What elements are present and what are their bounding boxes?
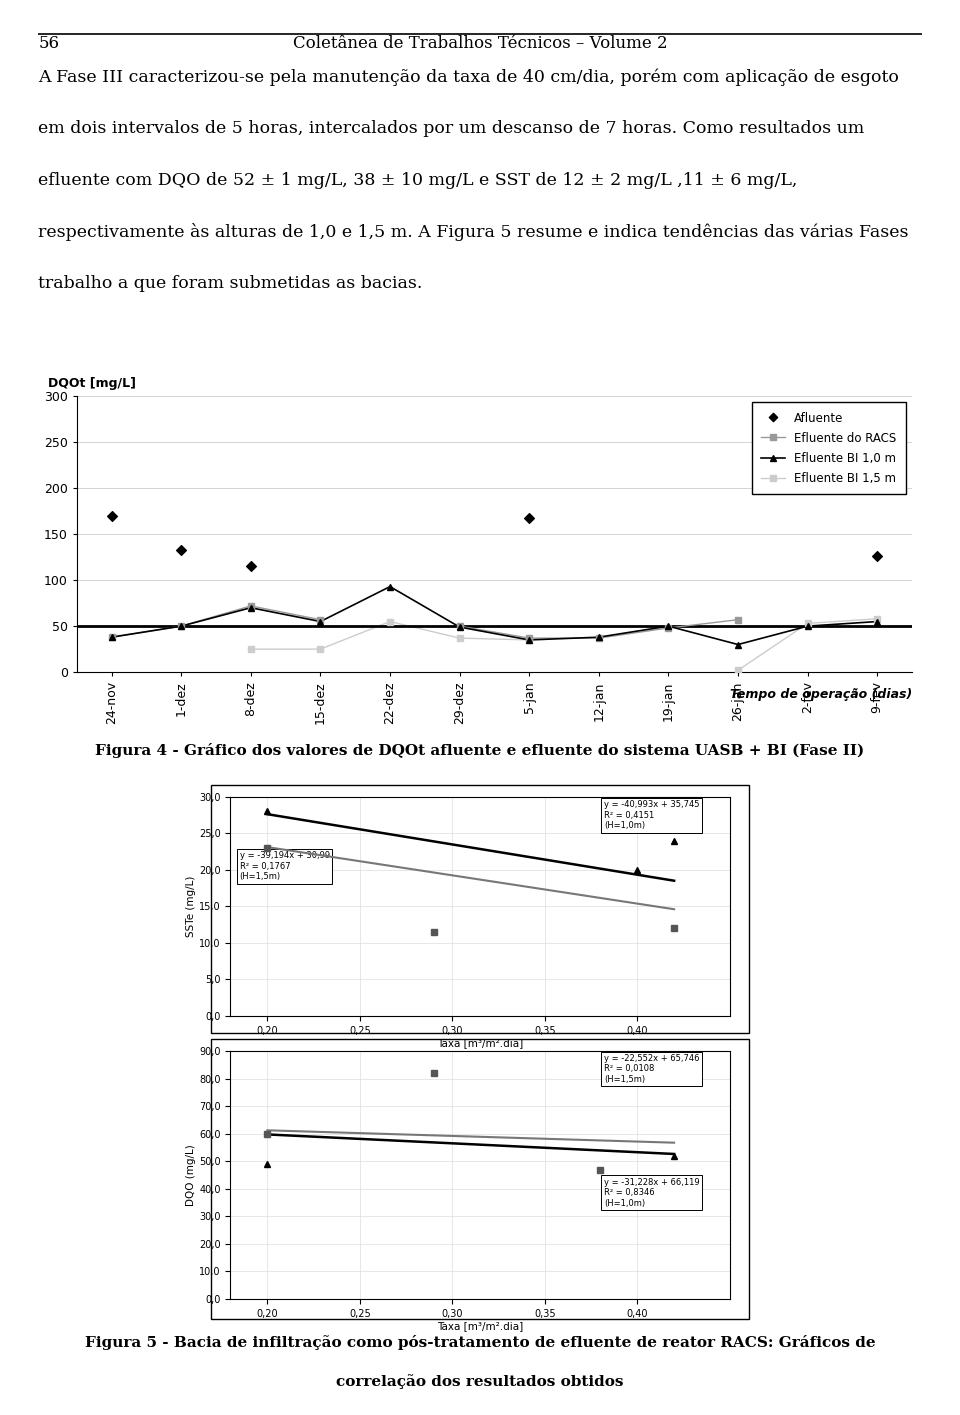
- Text: Coletânea de Trabalhos Técnicos – Volume 2: Coletânea de Trabalhos Técnicos – Volume…: [293, 35, 667, 52]
- Text: respectivamente às alturas de 1,0 e 1,5 m. A Figura 5 resume e indica tendências: respectivamente às alturas de 1,0 e 1,5 …: [38, 224, 909, 241]
- Text: efluente com DQO de 52 ± 1 mg/L, 38 ± 10 mg/L e SST de 12 ± 2 mg/L ,11 ± 6 mg/L,: efluente com DQO de 52 ± 1 mg/L, 38 ± 10…: [38, 171, 798, 188]
- Text: y = -31,228x + 66,119
R² = 0,8346
(H=1,0m): y = -31,228x + 66,119 R² = 0,8346 (H=1,0…: [604, 1177, 700, 1208]
- Legend: Afluente, Efluente do RACS, Efluente BI 1,0 m, Efluente BI 1,5 m: Afluente, Efluente do RACS, Efluente BI …: [752, 402, 906, 494]
- Text: Figura 4 - Gráfico dos valores de DQOt afluente e efluente do sistema UASB + BI : Figura 4 - Gráfico dos valores de DQOt a…: [95, 743, 865, 758]
- Text: y = -39,194x + 30,99
R² = 0,1767
(H=1,5m): y = -39,194x + 30,99 R² = 0,1767 (H=1,5m…: [240, 852, 330, 882]
- Text: Tempo de operação (dias): Tempo de operação (dias): [730, 688, 912, 700]
- Text: DQOt [mg/L]: DQOt [mg/L]: [48, 376, 136, 391]
- Text: y = -22,552x + 65,746
R² = 0,0108
(H=1,5m): y = -22,552x + 65,746 R² = 0,0108 (H=1,5…: [604, 1054, 700, 1084]
- Text: trabalho a que foram submetidas as bacias.: trabalho a que foram submetidas as bacia…: [38, 275, 422, 291]
- X-axis label: Taxa [m³/m².dia]: Taxa [m³/m².dia]: [437, 1039, 523, 1049]
- Text: A Fase III caracterizou-se pela manutenção da taxa de 40 cm/dia, porém com aplic: A Fase III caracterizou-se pela manutenç…: [38, 68, 900, 86]
- Text: y = -40,993x + 35,745
R² = 0,4151
(H=1,0m): y = -40,993x + 35,745 R² = 0,4151 (H=1,0…: [604, 801, 700, 831]
- Y-axis label: DQO (mg/L): DQO (mg/L): [186, 1145, 196, 1206]
- Text: em dois intervalos de 5 horas, intercalados por um descanso de 7 horas. Como res: em dois intervalos de 5 horas, intercala…: [38, 120, 865, 137]
- Text: correlação dos resultados obtidos: correlação dos resultados obtidos: [336, 1374, 624, 1388]
- Text: 56: 56: [38, 35, 60, 52]
- X-axis label: Taxa [m³/m².dia]: Taxa [m³/m².dia]: [437, 1322, 523, 1332]
- Text: Figura 5 - Bacia de infiltração como pós-tratamento de efluente de reator RACS: : Figura 5 - Bacia de infiltração como pós…: [84, 1334, 876, 1350]
- Y-axis label: SSTe (mg/L): SSTe (mg/L): [186, 876, 196, 937]
